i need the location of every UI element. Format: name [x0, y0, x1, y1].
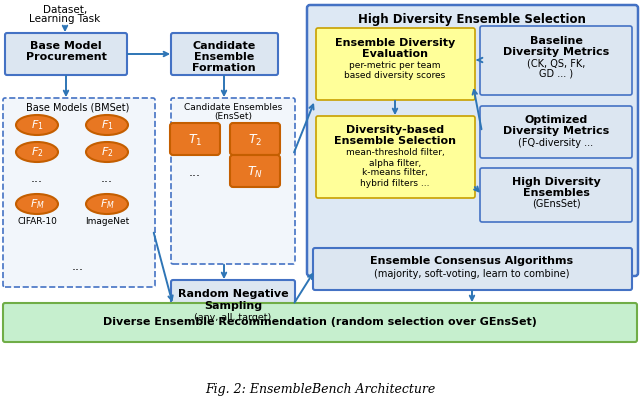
Text: $T_N$: $T_N$ [247, 164, 263, 180]
Text: $T_2$: $T_2$ [248, 133, 262, 147]
Text: (CK, QS, FK,: (CK, QS, FK, [527, 58, 585, 68]
Text: $F_1$: $F_1$ [31, 118, 44, 132]
Text: (majority, soft-voting, learn to combine): (majority, soft-voting, learn to combine… [374, 269, 570, 279]
Text: Ensemble Consensus Algorithms: Ensemble Consensus Algorithms [371, 256, 573, 266]
Text: based diversity scores: based diversity scores [344, 71, 445, 79]
Text: alpha filter,: alpha filter, [369, 159, 421, 168]
Ellipse shape [16, 194, 58, 214]
Ellipse shape [86, 194, 128, 214]
Text: Random Negative: Random Negative [178, 289, 288, 299]
FancyBboxPatch shape [230, 123, 280, 155]
Text: High Diversity Ensemble Selection: High Diversity Ensemble Selection [358, 12, 586, 26]
Text: hybrid filters ...: hybrid filters ... [360, 178, 429, 188]
FancyBboxPatch shape [171, 280, 295, 330]
Text: (GEnsSet): (GEnsSet) [532, 199, 580, 209]
Text: Procurement: Procurement [26, 52, 106, 62]
Ellipse shape [16, 115, 58, 135]
Text: $F_M$: $F_M$ [100, 197, 115, 211]
Text: $F_M$: $F_M$ [29, 197, 44, 211]
FancyBboxPatch shape [3, 303, 637, 342]
Text: Learning Task: Learning Task [29, 14, 100, 24]
Text: Diverse Ensemble Recommendation (random selection over GEnsSet): Diverse Ensemble Recommendation (random … [103, 317, 537, 327]
Text: $F_1$: $F_1$ [100, 118, 113, 132]
Text: Dataset,: Dataset, [43, 5, 87, 15]
FancyBboxPatch shape [313, 248, 632, 290]
Text: $F_2$: $F_2$ [100, 145, 113, 159]
FancyBboxPatch shape [230, 155, 280, 187]
Text: Ensemble Selection: Ensemble Selection [334, 136, 456, 146]
Text: ...: ... [31, 171, 43, 185]
Text: Diversity Metrics: Diversity Metrics [503, 126, 609, 136]
Text: ...: ... [189, 166, 201, 178]
Text: CIFAR-10: CIFAR-10 [17, 218, 57, 226]
FancyBboxPatch shape [307, 5, 638, 276]
Text: $T_1$: $T_1$ [188, 133, 202, 147]
Text: Evaluation: Evaluation [362, 49, 428, 59]
FancyBboxPatch shape [480, 26, 632, 95]
Text: Candidate: Candidate [193, 41, 255, 51]
Text: ...: ... [101, 171, 113, 185]
Text: $F_2$: $F_2$ [31, 145, 44, 159]
Text: Sampling: Sampling [204, 301, 262, 311]
FancyBboxPatch shape [3, 98, 155, 287]
Text: Baseline: Baseline [529, 36, 582, 46]
FancyBboxPatch shape [5, 33, 127, 75]
Text: ImageNet: ImageNet [85, 218, 129, 226]
Text: Diversity Metrics: Diversity Metrics [503, 47, 609, 57]
FancyBboxPatch shape [480, 168, 632, 222]
Text: Optimized: Optimized [524, 115, 588, 125]
FancyBboxPatch shape [171, 98, 295, 264]
Text: Ensemble: Ensemble [194, 52, 254, 62]
Text: GD ... ): GD ... ) [539, 68, 573, 78]
Text: Base Model: Base Model [30, 41, 102, 51]
Text: High Diversity: High Diversity [511, 177, 600, 187]
Text: Formation: Formation [192, 63, 256, 73]
Text: Ensemble Diversity: Ensemble Diversity [335, 38, 455, 48]
Text: Candidate Ensembles: Candidate Ensembles [184, 104, 282, 112]
FancyBboxPatch shape [480, 106, 632, 158]
Ellipse shape [86, 115, 128, 135]
Text: Ensembles: Ensembles [523, 188, 589, 198]
Text: Base Models (BMSet): Base Models (BMSet) [26, 103, 130, 113]
Text: Fig. 2: EnsembleBench Architecture: Fig. 2: EnsembleBench Architecture [205, 384, 435, 396]
Ellipse shape [86, 142, 128, 162]
Text: (EnsSet): (EnsSet) [214, 112, 252, 121]
Text: (FQ-diversity ...: (FQ-diversity ... [518, 138, 593, 148]
Text: Diversity-based: Diversity-based [346, 125, 444, 135]
Text: ...: ... [72, 261, 84, 273]
FancyBboxPatch shape [170, 123, 220, 155]
Text: per-metric per team: per-metric per team [349, 60, 441, 69]
Text: mean-threshold filter,: mean-threshold filter, [346, 149, 444, 157]
Ellipse shape [16, 142, 58, 162]
Text: (any, all, target): (any, all, target) [195, 313, 271, 323]
FancyBboxPatch shape [171, 33, 278, 75]
FancyBboxPatch shape [316, 28, 475, 100]
Text: k-means filter,: k-means filter, [362, 169, 428, 178]
FancyBboxPatch shape [316, 116, 475, 198]
